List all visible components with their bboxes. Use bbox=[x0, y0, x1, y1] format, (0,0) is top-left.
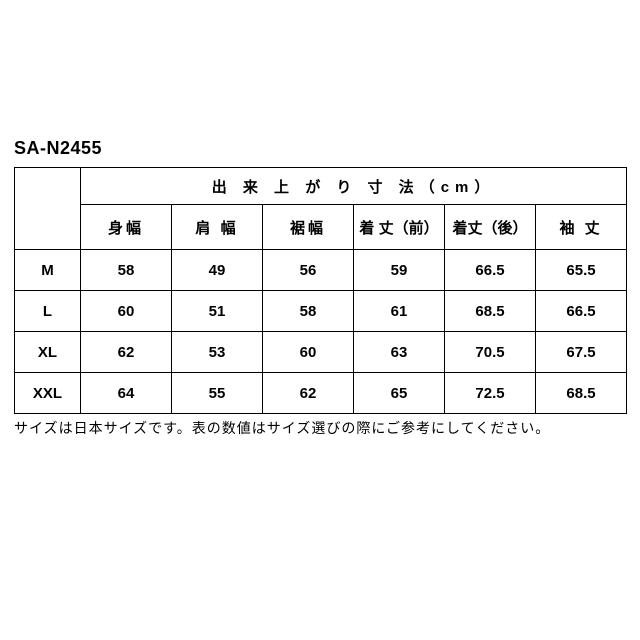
cell: 53 bbox=[172, 332, 263, 373]
cell: 60 bbox=[81, 291, 172, 332]
cell: 58 bbox=[263, 291, 354, 332]
product-code: SA-N2455 bbox=[14, 138, 626, 159]
col-header: 裾幅 bbox=[263, 205, 354, 250]
cell: 60 bbox=[263, 332, 354, 373]
size-label: M bbox=[15, 250, 81, 291]
size-note: サイズは日本サイズです。表の数値はサイズ選びの際にご参考にしてください。 bbox=[14, 418, 626, 438]
cell: 62 bbox=[81, 332, 172, 373]
cell: 65 bbox=[354, 373, 445, 414]
cell: 55 bbox=[172, 373, 263, 414]
cell: 66.5 bbox=[445, 250, 536, 291]
size-table: 出 来 上 が り 寸 法（cm） 身幅 肩 幅 裾幅 着 丈（前） 着丈（後）… bbox=[14, 167, 627, 414]
cell: 61 bbox=[354, 291, 445, 332]
col-header: 着丈（後） bbox=[445, 205, 536, 250]
col-header: 着 丈（前） bbox=[354, 205, 445, 250]
cell: 64 bbox=[81, 373, 172, 414]
cell: 72.5 bbox=[445, 373, 536, 414]
col-header: 肩 幅 bbox=[172, 205, 263, 250]
size-label: XL bbox=[15, 332, 81, 373]
table-row: XXL 64 55 62 65 72.5 68.5 bbox=[15, 373, 627, 414]
size-label: XXL bbox=[15, 373, 81, 414]
cell: 68.5 bbox=[536, 373, 627, 414]
cell: 59 bbox=[354, 250, 445, 291]
cell: 67.5 bbox=[536, 332, 627, 373]
cell: 58 bbox=[81, 250, 172, 291]
cell: 65.5 bbox=[536, 250, 627, 291]
col-header: 身幅 bbox=[81, 205, 172, 250]
size-chart-block: SA-N2455 出 来 上 が り 寸 法（cm） 身幅 肩 幅 裾幅 着 丈… bbox=[14, 138, 626, 438]
col-header: 袖 丈 bbox=[536, 205, 627, 250]
cell: 51 bbox=[172, 291, 263, 332]
table-row: M 58 49 56 59 66.5 65.5 bbox=[15, 250, 627, 291]
cell: 49 bbox=[172, 250, 263, 291]
table-row: XL 62 53 60 63 70.5 67.5 bbox=[15, 332, 627, 373]
table-row: L 60 51 58 61 68.5 66.5 bbox=[15, 291, 627, 332]
table-corner-cell bbox=[15, 168, 81, 250]
cell: 63 bbox=[354, 332, 445, 373]
size-label: L bbox=[15, 291, 81, 332]
cell: 56 bbox=[263, 250, 354, 291]
cell: 70.5 bbox=[445, 332, 536, 373]
cell: 66.5 bbox=[536, 291, 627, 332]
cell: 62 bbox=[263, 373, 354, 414]
cell: 68.5 bbox=[445, 291, 536, 332]
table-group-header: 出 来 上 が り 寸 法（cm） bbox=[81, 168, 627, 205]
